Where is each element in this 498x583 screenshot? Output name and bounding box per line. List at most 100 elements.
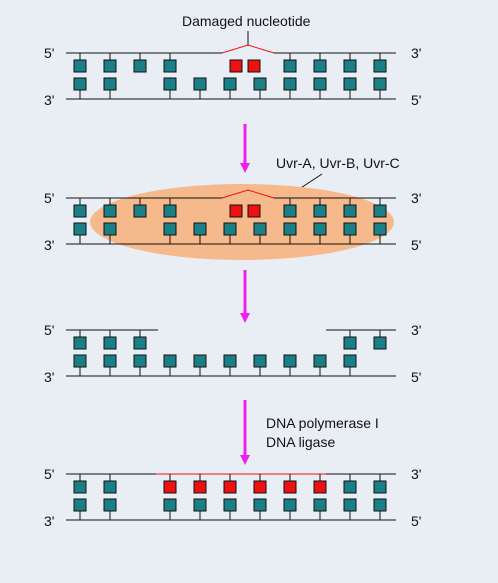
bottom-base [373, 498, 387, 512]
three-prime-top: 3' [411, 190, 421, 206]
enzyme-complex-blob [90, 184, 394, 260]
bottom-base [223, 77, 237, 91]
top-base [373, 480, 387, 494]
stage-layer: 5' 3' 3' 5' 5' 3' 3' 5' 5' 3' 3' 5' 5' 3' 3' 5' [44, 44, 421, 529]
bottom-base [313, 498, 327, 512]
bottom-base [103, 222, 117, 236]
five-prime-bottom: 5' [411, 513, 421, 529]
bottom-base [193, 222, 207, 236]
bottom-base [283, 498, 297, 512]
damaged-base [229, 204, 243, 218]
damaged-base [247, 204, 261, 218]
top-base [73, 59, 87, 73]
top-base [73, 204, 87, 218]
bottom-base [103, 354, 117, 368]
repaired-base [253, 480, 267, 494]
five-prime-top: 5' [44, 190, 54, 206]
top-base [133, 204, 147, 218]
bottom-base [373, 77, 387, 91]
top-base [103, 336, 117, 350]
top-base [343, 59, 357, 73]
bottom-base [193, 498, 207, 512]
top-base [343, 204, 357, 218]
top-base [373, 204, 387, 218]
three-prime-top: 3' [411, 45, 421, 61]
top-base [73, 480, 87, 494]
bottom-base [73, 354, 87, 368]
top-base [103, 59, 117, 73]
stage-recognition: 5' 3' 3' 5' [44, 184, 421, 260]
bottom-base [283, 222, 297, 236]
stage-excision: 5' 3' 3' 5' [44, 322, 421, 385]
damaged-base [247, 59, 261, 73]
three-prime-bottom: 3' [44, 369, 54, 385]
bottom-base [133, 354, 147, 368]
bottom-base [343, 498, 357, 512]
bottom-base [313, 77, 327, 91]
stage-damaged: 5' 3' 3' 5' [44, 44, 421, 108]
bottom-base [283, 354, 297, 368]
three-prime-top: 3' [411, 322, 421, 338]
damaged-base [229, 59, 243, 73]
top-base [313, 204, 327, 218]
bottom-base [373, 222, 387, 236]
bottom-base [253, 77, 267, 91]
top-base [163, 204, 177, 218]
five-prime-bottom: 5' [411, 92, 421, 108]
top-base [133, 59, 147, 73]
three-prime-top: 3' [411, 466, 421, 482]
top-base [343, 336, 357, 350]
repaired-base [283, 480, 297, 494]
top-base [73, 336, 87, 350]
five-prime-top: 5' [44, 45, 54, 61]
top-base [103, 480, 117, 494]
repaired-base [193, 480, 207, 494]
top-base [133, 336, 147, 350]
top-base [283, 59, 297, 73]
bottom-base [163, 354, 177, 368]
bottom-base [223, 222, 237, 236]
five-prime-bottom: 5' [411, 369, 421, 385]
bottom-base [343, 354, 357, 368]
bottom-base [313, 222, 327, 236]
bottom-base [253, 222, 267, 236]
top-base [373, 59, 387, 73]
bottom-base [193, 77, 207, 91]
three-prime-bottom: 3' [44, 237, 54, 253]
bottom-base [163, 498, 177, 512]
top-base [283, 204, 297, 218]
repaired-base [163, 480, 177, 494]
bottom-base [343, 222, 357, 236]
bottom-base [253, 498, 267, 512]
five-prime-top: 5' [44, 322, 54, 338]
repaired-base [313, 480, 327, 494]
bottom-base [163, 222, 177, 236]
bottom-base [253, 354, 267, 368]
stage-repair: 5' 3' 3' 5' [44, 466, 421, 529]
five-prime-bottom: 5' [411, 237, 421, 253]
bottom-base [103, 498, 117, 512]
top-base [163, 59, 177, 73]
enzymes-label: Uvr-A, Uvr-B, Uvr-C [276, 155, 400, 171]
damaged-nucleotide-label: Damaged nucleotide [182, 13, 311, 29]
three-prime-bottom: 3' [44, 92, 54, 108]
bottom-base [103, 77, 117, 91]
bottom-base [73, 77, 87, 91]
bottom-base [223, 354, 237, 368]
bottom-base [223, 498, 237, 512]
dna-polymerase-label: DNA polymerase I [266, 415, 379, 431]
bottom-base [313, 354, 327, 368]
bottom-base [283, 77, 297, 91]
dna-ligase-label: DNA ligase [266, 434, 335, 450]
five-prime-top: 5' [44, 466, 54, 482]
bottom-base [73, 222, 87, 236]
top-base [343, 480, 357, 494]
bottom-base [163, 77, 177, 91]
repaired-base [223, 480, 237, 494]
bottom-base [193, 354, 207, 368]
damage-kink [221, 44, 275, 54]
three-prime-bottom: 3' [44, 513, 54, 529]
top-base [313, 59, 327, 73]
damage-kink [221, 189, 275, 199]
